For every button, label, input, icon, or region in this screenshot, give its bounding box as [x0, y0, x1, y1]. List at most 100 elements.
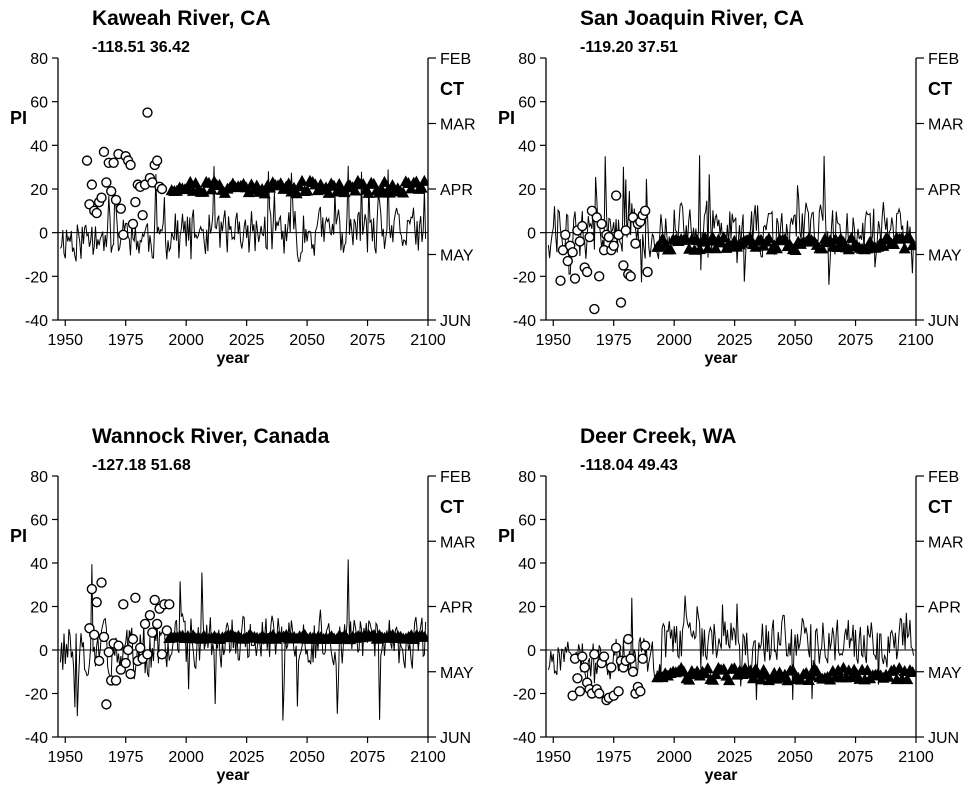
ct-triangle-point: [882, 670, 895, 682]
observed-circle-point: [93, 655, 105, 667]
y-tick-label: 20: [30, 182, 48, 199]
chart-panel-3: Wannock River, Canada -127.18 51.68 80 60 40…: [10, 425, 476, 784]
x-axis-label: year: [705, 350, 738, 367]
month-tick-label: JUN: [928, 730, 959, 747]
y-tick-label: 60: [30, 95, 48, 112]
plot-area: [547, 595, 916, 706]
observed-circle-point: [623, 633, 634, 645]
observed-circle-point: [625, 653, 636, 664]
observed-circle-point: [113, 640, 124, 651]
ct-triangle-point: [338, 186, 351, 198]
y-tick-label: 0: [39, 226, 48, 243]
ct-triangle-point: [418, 630, 428, 642]
observed-circle-point: [120, 657, 131, 669]
observed-circle-point: [81, 155, 93, 166]
x-axis-label: year: [217, 350, 250, 367]
y-tick-label: 20: [518, 182, 536, 199]
x-tick-label: 2050: [289, 749, 325, 766]
observed-circle-point: [130, 196, 141, 208]
right-axis-label: CT: [928, 79, 952, 99]
x-tick-label: 2075: [838, 332, 874, 349]
panel-coordinates: -118.51 36.42: [92, 39, 190, 56]
observed-circle-point: [106, 185, 117, 197]
y-tick-label: 40: [518, 556, 536, 573]
observed-circle-point: [615, 297, 627, 308]
ct-triangle-point: [378, 175, 391, 187]
ct-triangle-point: [906, 239, 916, 251]
y-tick-label: 0: [527, 226, 536, 243]
observed-circle-point: [118, 229, 129, 241]
observed-circle-point: [89, 629, 100, 640]
ct-triangle-point: [770, 242, 783, 254]
observed-circle-point: [639, 640, 651, 651]
observed-circle-point: [125, 668, 136, 680]
panel-title: Deer Creek, WA: [580, 425, 736, 448]
month-tick-label: FEB: [928, 469, 959, 486]
observed-circle-point: [108, 157, 119, 169]
observed-circle-point: [149, 594, 160, 606]
x-axis-label: year: [217, 767, 250, 784]
month-tick-label: APR: [440, 600, 473, 617]
observed-circle-point: [567, 247, 578, 258]
ct-triangle-point: [282, 177, 295, 189]
observed-circle-point: [98, 631, 110, 643]
observed-circle-point: [555, 275, 566, 286]
observed-circle-point: [127, 218, 139, 230]
ct-triangle-point: [709, 242, 722, 254]
observed-circle-point: [125, 159, 136, 171]
ct-triangle-point: [786, 664, 799, 676]
y-tick-label: 80: [30, 51, 48, 68]
ct-triangle-point: [805, 669, 818, 681]
ct-triangle-point: [301, 184, 314, 196]
month-tick-label: MAR: [928, 534, 964, 551]
x-tick-label: 2100: [898, 332, 934, 349]
x-tick-label: 2000: [168, 749, 204, 766]
panel-title: Wannock River, Canada: [92, 425, 330, 448]
observed-circle-point: [627, 666, 639, 677]
ct-triangle-point: [816, 242, 829, 254]
ct-triangle-point: [405, 182, 418, 194]
observed-circle-point: [560, 229, 571, 241]
observed-circle-point: [101, 177, 112, 188]
observed-circle-point: [596, 218, 607, 230]
plot-area: [59, 107, 428, 262]
observed-circle-point: [110, 675, 122, 686]
x-tick-label: 1975: [108, 332, 144, 349]
ct-triangle-point: [418, 174, 428, 186]
y-tick-label: 80: [518, 469, 536, 486]
ct-triangle-point: [707, 673, 720, 685]
observed-circle-point: [98, 146, 110, 158]
observed-circle-point: [603, 231, 615, 243]
y-tick-label: 40: [518, 138, 536, 155]
observed-circle-point: [618, 260, 629, 271]
observed-circle-point: [151, 155, 163, 166]
panel-coordinates: -118.04 49.43: [580, 457, 678, 474]
ct-triangle-point: [845, 231, 858, 243]
ct-triangle-point: [898, 242, 911, 254]
observed-circle-point: [610, 642, 622, 654]
y-tick-label: 40: [30, 138, 48, 155]
x-tick-label: 2025: [229, 332, 265, 349]
x-tick-label: 1950: [47, 332, 83, 349]
month-tick-label: MAY: [440, 665, 474, 682]
x-tick-label: 1950: [535, 332, 571, 349]
observed-circle-point: [156, 649, 168, 660]
observed-circle-point: [613, 686, 624, 697]
observed-circle-point: [96, 192, 107, 203]
observed-circle-point: [96, 577, 107, 588]
observed-circle-point: [639, 205, 651, 217]
ct-triangle-point: [717, 231, 730, 243]
ct-triangle-point: [861, 664, 874, 676]
panel-title: Kaweah River, CA: [92, 7, 271, 30]
ct-triangle-point: [701, 662, 714, 674]
x-tick-label: 2050: [777, 749, 813, 766]
observed-circle-point: [122, 644, 134, 656]
y-tick-label: -20: [25, 269, 48, 286]
y-tick-label: 80: [30, 469, 48, 486]
x-tick-label: 1975: [596, 332, 632, 349]
x-tick-label: 2075: [350, 749, 386, 766]
month-tick-label: FEB: [440, 469, 471, 486]
ct-triangle-point: [824, 673, 837, 685]
y-tick-label: 60: [518, 95, 536, 112]
